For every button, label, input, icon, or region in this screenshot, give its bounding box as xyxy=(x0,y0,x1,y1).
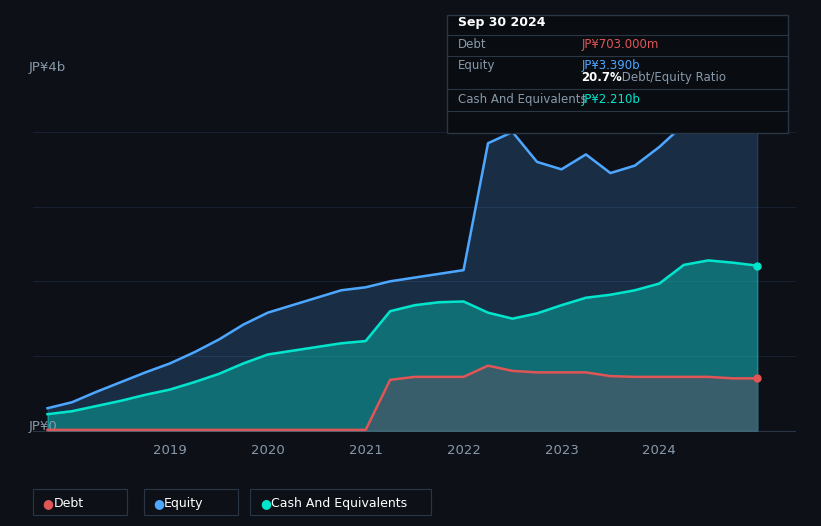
Text: Debt/Equity Ratio: Debt/Equity Ratio xyxy=(618,71,727,84)
Text: Cash And Equivalents: Cash And Equivalents xyxy=(271,497,407,510)
Text: Equity: Equity xyxy=(164,497,204,510)
Text: Cash And Equivalents: Cash And Equivalents xyxy=(458,93,587,106)
Text: 20.7%: 20.7% xyxy=(581,71,622,84)
Text: Debt: Debt xyxy=(458,38,487,51)
Text: JP¥0: JP¥0 xyxy=(29,420,57,433)
Text: Debt: Debt xyxy=(53,497,84,510)
Text: ●: ● xyxy=(43,497,53,510)
Text: ●: ● xyxy=(154,497,164,510)
Text: JP¥2.210b: JP¥2.210b xyxy=(581,93,640,106)
Text: Equity: Equity xyxy=(458,59,496,73)
Text: Sep 30 2024: Sep 30 2024 xyxy=(458,16,546,29)
Text: JP¥4b: JP¥4b xyxy=(29,61,67,74)
Text: JP¥3.390b: JP¥3.390b xyxy=(581,59,640,73)
Text: JP¥703.000m: JP¥703.000m xyxy=(581,38,658,51)
Text: ●: ● xyxy=(260,497,271,510)
